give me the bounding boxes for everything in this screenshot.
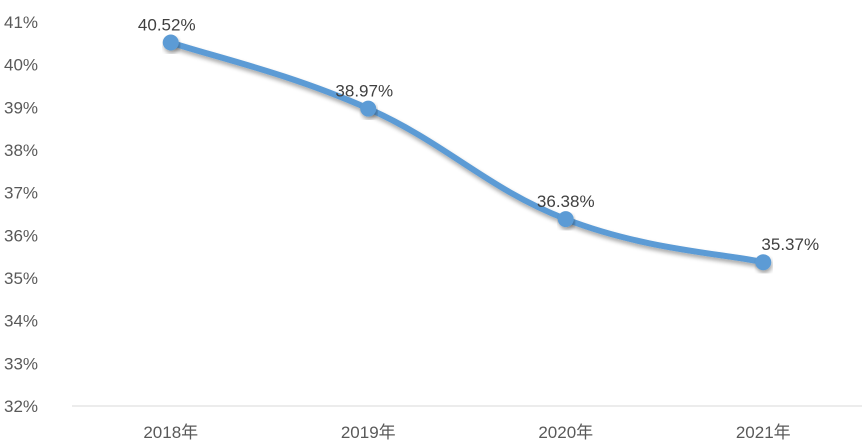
y-tick-label: 34% [4,312,38,331]
data-point [557,211,574,228]
data-label: 36.38% [537,192,595,211]
data-labels: 40.52% 38.97% 36.38% 35.37% [138,15,819,254]
y-tick-label: 40% [4,56,38,75]
y-tick-label: 39% [4,98,38,117]
data-label: 40.52% [138,15,196,34]
y-tick-label: 37% [4,184,38,203]
data-point [755,254,772,271]
y-axis-tick-labels: 32% 33% 34% 35% 36% 37% 38% 39% 40% 41% [4,13,38,416]
x-tick-label: 2021年 [736,423,791,442]
y-tick-label: 36% [4,226,38,245]
data-label: 38.97% [335,82,393,101]
x-tick-label: 2018年 [143,423,198,442]
series-line [167,39,767,266]
y-tick-label: 38% [4,141,38,160]
data-label: 35.37% [761,235,819,254]
data-point [162,34,179,51]
y-tick-label: 33% [4,354,38,373]
x-axis-tick-labels: 2018年 2019年 2020年 2021年 [143,423,790,442]
y-tick-label: 35% [4,269,38,288]
y-tick-label: 41% [4,13,38,32]
data-point [360,100,377,117]
y-tick-label: 32% [4,397,38,416]
x-tick-label: 2020年 [538,423,593,442]
series-points [162,34,772,271]
x-tick-label: 2019年 [341,423,396,442]
